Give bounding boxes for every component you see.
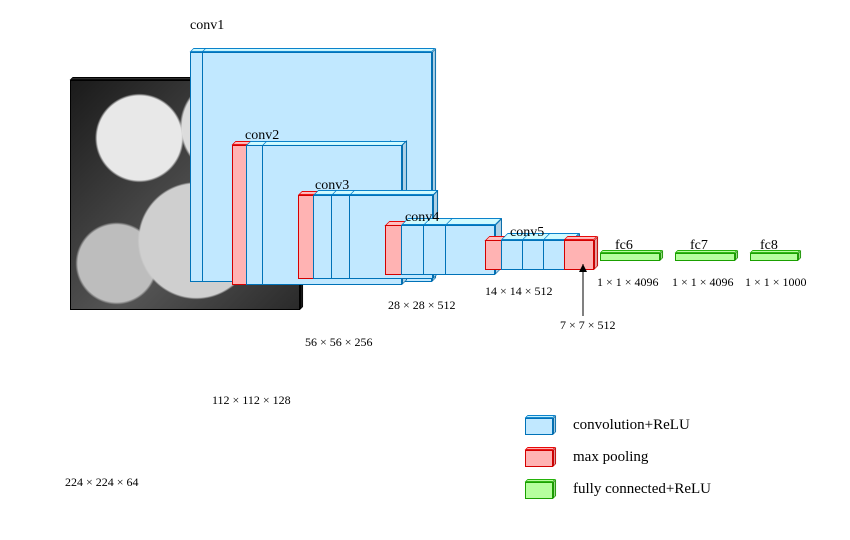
legend-swatch-pool (525, 450, 556, 470)
conv2-dims: 112 × 112 × 128 (212, 393, 291, 408)
conv4-dims: 28 × 28 × 512 (388, 298, 456, 313)
legend-slab-2-front (525, 482, 553, 499)
conv4-label: conv4 (405, 210, 439, 226)
legend-slab-1-side (553, 447, 556, 467)
legend-slab-0-front (525, 418, 553, 435)
conv3-label: conv3 (315, 178, 349, 194)
legend-slab-1-front (525, 450, 553, 467)
legend-label-fc: fully connected+ReLU (573, 481, 711, 498)
input-dims: 224 × 224 × 64 (65, 475, 139, 490)
conv3-dims: 56 × 56 × 256 (305, 335, 373, 350)
legend-slab-2-side (553, 479, 556, 499)
fc6-dims: 1 × 1 × 4096 (597, 275, 659, 290)
legend-label-conv: convolution+ReLU (573, 417, 690, 434)
fc7-dims: 1 × 1 × 4096 (672, 275, 734, 290)
pool5-dims: 7 × 7 × 512 (560, 318, 616, 333)
conv2-label: conv2 (245, 128, 279, 144)
fc8-label: fc8 (760, 238, 778, 254)
fc7-label: fc7 (690, 238, 708, 254)
legend-label-pool: max pooling (573, 449, 648, 466)
conv5-dims: 14 × 14 × 512 (485, 284, 553, 299)
conv1-label: conv1 (190, 18, 224, 34)
legend-swatch-fc (525, 482, 556, 502)
fc6-label: fc6 (615, 238, 633, 254)
conv5-label: conv5 (510, 225, 544, 241)
fc8-dims: 1 × 1 × 1000 (745, 275, 807, 290)
pool5-arrow (0, 0, 850, 540)
legend-slab-0-side (553, 415, 556, 435)
legend-swatch-conv (525, 418, 556, 438)
